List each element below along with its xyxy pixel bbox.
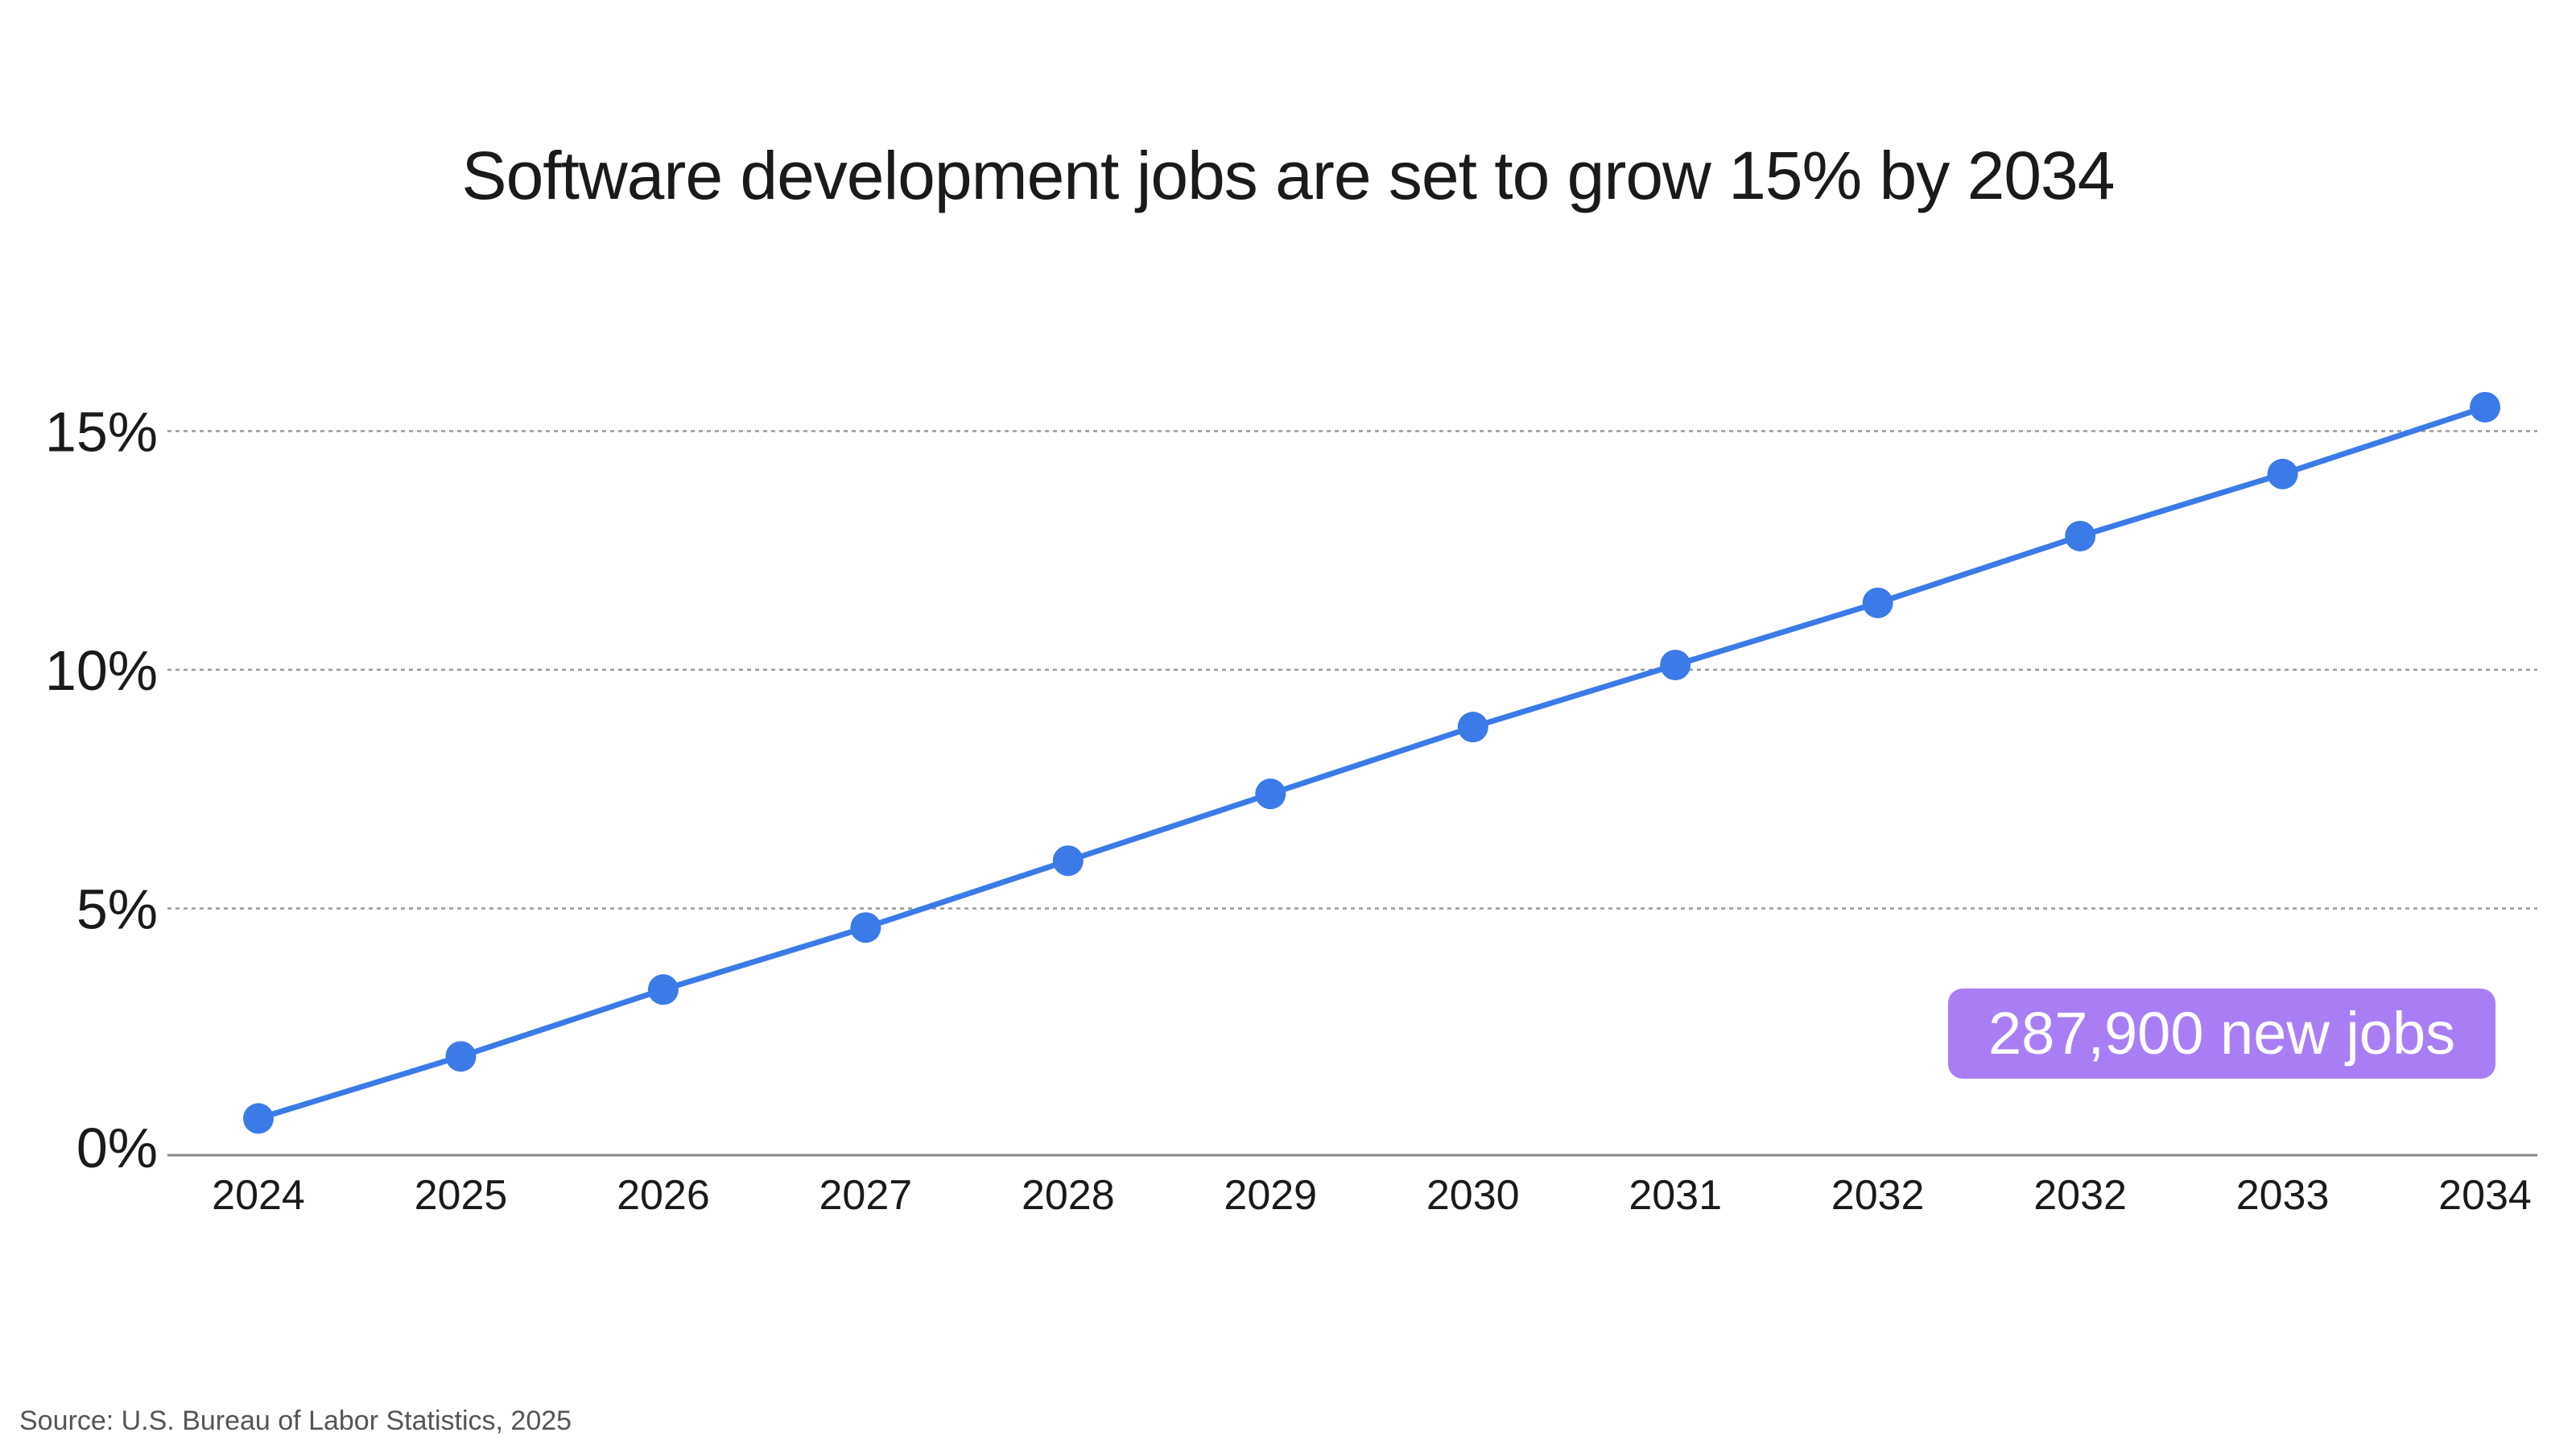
- x-tick-label: 2028: [1022, 1172, 1115, 1219]
- data-point: [445, 1041, 477, 1072]
- data-point: [1052, 845, 1084, 877]
- x-tick-label: 2034: [2438, 1172, 2532, 1219]
- y-tick-label: 0%: [76, 1117, 158, 1179]
- y-tick-label: 15%: [45, 401, 158, 464]
- x-tick-label: 2027: [819, 1172, 913, 1219]
- x-tick-label: 2032: [2033, 1172, 2127, 1219]
- data-point: [1862, 587, 1893, 618]
- chart-title: Software development jobs are set to gro…: [461, 138, 2116, 213]
- x-tick-label: 2024: [212, 1172, 305, 1219]
- x-tick-label: 2032: [1831, 1172, 1925, 1219]
- data-point: [2267, 458, 2298, 489]
- y-axis-ticks: 0% 5% 10% 15%: [45, 401, 158, 1180]
- data-point: [1457, 712, 1488, 743]
- x-tick-label: 2029: [1224, 1172, 1317, 1219]
- x-tick-label: 2026: [617, 1172, 710, 1219]
- x-tick-label: 2030: [1426, 1172, 1520, 1219]
- x-tick-label: 2025: [415, 1172, 508, 1219]
- x-tick-label: 2033: [2236, 1172, 2330, 1219]
- x-tick-label: 2031: [1629, 1172, 1722, 1219]
- data-point: [1255, 778, 1286, 810]
- data-point: [850, 912, 881, 943]
- x-axis-ticks: 2024 2025 2026 2027 2028 2029 2030 2031 2032 2032…: [212, 1172, 2532, 1219]
- gridlines: [167, 430, 2537, 910]
- data-point: [647, 974, 679, 1005]
- series-line: [255, 404, 2488, 1121]
- data-point: [243, 1103, 274, 1134]
- source-note: Source: U.S. Bureau of Labor Statistics,…: [19, 1406, 572, 1436]
- y-tick-label: 10%: [45, 639, 158, 702]
- new-jobs-annotation: 287,900 new jobs: [1948, 989, 2496, 1079]
- data-points: [243, 391, 2500, 1134]
- y-tick-label: 5%: [76, 878, 158, 941]
- data-point: [2470, 391, 2500, 423]
- data-point: [2065, 520, 2096, 551]
- data-point: [1660, 650, 1691, 681]
